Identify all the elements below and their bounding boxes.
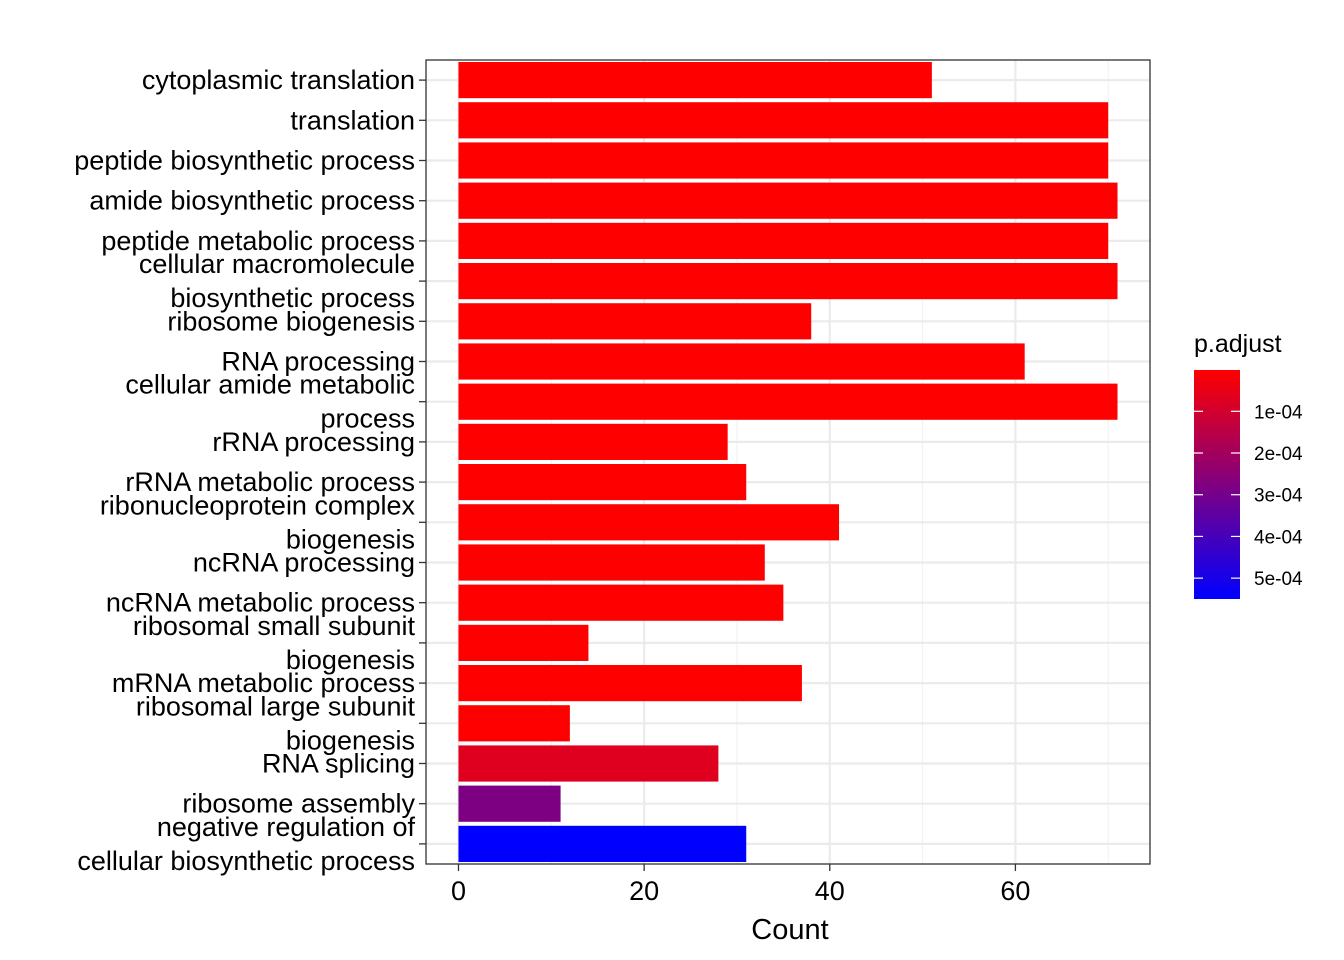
bar-ribosomal-small-subunit-biogenesis <box>458 624 589 661</box>
bar-rna-processing <box>458 343 1025 380</box>
bar-amide-biosynthetic-process <box>458 182 1118 219</box>
y-tick-label-negative-regulation-of-cellular-biosynthetic-process-line-2: cellular biosynthetic process <box>77 846 415 876</box>
y-tick-label-ribosomal-small-subunit-biogenesis-line-1: ribosomal small subunit <box>133 611 416 641</box>
plot-panel-border <box>425 59 1151 865</box>
bar-cellular-macromolecule-biosynthetic-process <box>458 263 1118 300</box>
legend-tick-label-4e-04: 4e-04 <box>1254 527 1303 548</box>
bar-ribosome-assembly <box>458 785 561 822</box>
y-tick-label-negative-regulation-of-cellular-biosynthetic-process-line-1: negative regulation of <box>157 812 416 842</box>
y-tick-label-ribonucleoprotein-complex-biogenesis-line-2: biogenesis <box>286 524 415 554</box>
color-legend: p.adjust 1e-04 2e-04 3e-04 4e-04 5e-04 <box>1194 330 1303 599</box>
y-tick-label-ribosome-assembly: ribosome assembly <box>182 789 415 819</box>
y-axis: cytoplasmic translation translation peptid… <box>74 65 426 876</box>
x-tick-label-40: 40 <box>815 876 845 906</box>
x-tick-label-0: 0 <box>451 876 466 906</box>
bar-mrna-metabolic-process <box>458 665 802 702</box>
legend-ticks: 1e-04 2e-04 3e-04 4e-04 5e-04 <box>1194 402 1303 590</box>
x-axis-title: Count <box>751 914 828 946</box>
y-tick-label-ncrna-processing: ncRNA processing <box>193 548 415 578</box>
bar-ribonucleoprotein-complex-biogenesis <box>458 504 840 541</box>
y-tick-label-cytoplasmic-translation: cytoplasmic translation <box>142 65 415 95</box>
bar-ribosomal-large-subunit-biogenesis <box>458 705 570 742</box>
bar-ncrna-metabolic-process <box>458 584 784 621</box>
y-tick-label-cellular-macromolecule-biosynthetic-process-line-1: cellular macromolecule <box>139 249 415 279</box>
y-tick-label-ribosomal-small-subunit-biogenesis-line-2: biogenesis <box>286 645 415 675</box>
bar-rna-splicing <box>458 745 719 782</box>
legend-tick-label-1e-04: 1e-04 <box>1254 402 1303 423</box>
bar-negative-regulation-of-cellular-biosynthetic-process <box>458 825 747 862</box>
bar-ribosome-biogenesis <box>458 303 812 340</box>
y-tick-label-amide-biosynthetic-process: amide biosynthetic process <box>89 186 415 216</box>
y-tick-label-cellular-macromolecule-biosynthetic-process-line-2: biosynthetic process <box>170 283 415 313</box>
y-tick-label-peptide-biosynthetic-process: peptide biosynthetic process <box>74 146 415 176</box>
legend-color-bar <box>1194 370 1240 599</box>
bar-peptide-biosynthetic-process <box>458 142 1109 179</box>
bar-layer <box>458 62 1118 862</box>
legend-tick-label-3e-04: 3e-04 <box>1254 486 1303 507</box>
x-tick-label-20: 20 <box>629 876 659 906</box>
y-tick-label-mrna-metabolic-process: mRNA metabolic process <box>112 668 415 698</box>
y-tick-label-rna-processing: RNA processing <box>221 347 415 377</box>
x-axis: 0 20 40 60 <box>451 864 1030 906</box>
y-tick-label-translation: translation <box>290 105 415 135</box>
bar-ncrna-processing <box>458 544 765 581</box>
bar-cytoplasmic-translation <box>458 62 932 99</box>
y-tick-label-rna-splicing: RNA splicing <box>262 749 415 779</box>
bar-peptide-metabolic-process <box>458 222 1109 259</box>
y-tick-label-cellular-amide-metabolic-process-line-2: process <box>320 404 415 434</box>
y-tick-label-ribosomal-large-subunit-biogenesis-line-2: biogenesis <box>286 725 415 755</box>
legend-tick-label-2e-04: 2e-04 <box>1254 444 1303 465</box>
legend-tick-label-5e-04: 5e-04 <box>1254 569 1303 590</box>
bar-cellular-amide-metabolic-process <box>458 383 1118 420</box>
y-tick-label-cellular-amide-metabolic-process-line-1: cellular amide metabolic <box>125 370 415 400</box>
grid-layer <box>426 60 1150 864</box>
bar-translation <box>458 102 1109 139</box>
y-tick-label-peptide-metabolic-process: peptide metabolic process <box>101 226 415 256</box>
x-tick-label-60: 60 <box>1000 876 1030 906</box>
y-tick-label-rrna-processing: rRNA processing <box>212 427 415 457</box>
bar-rrna-metabolic-process <box>458 464 747 501</box>
y-tick-label-ribonucleoprotein-complex-biogenesis-line-1: ribonucleoprotein complex <box>100 490 416 520</box>
y-tick-label-rrna-metabolic-process: rRNA metabolic process <box>125 467 415 497</box>
y-tick-label-ncrna-metabolic-process: ncRNA metabolic process <box>106 588 415 618</box>
bar-rrna-processing <box>458 423 728 460</box>
legend-title: p.adjust <box>1194 330 1282 358</box>
y-tick-label-ribosome-biogenesis: ribosome biogenesis <box>167 306 415 336</box>
y-tick-label-ribosomal-large-subunit-biogenesis-line-1: ribosomal large subunit <box>136 691 416 721</box>
